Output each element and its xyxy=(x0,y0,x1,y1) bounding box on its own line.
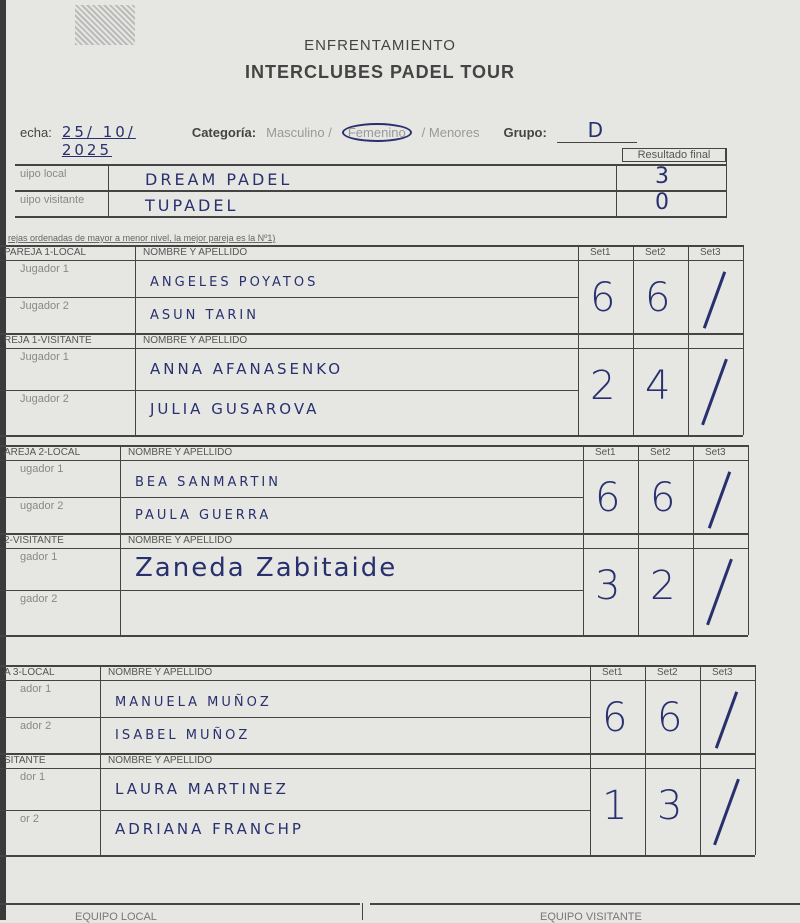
categoria-label: Categoría: xyxy=(191,125,257,140)
form-subtitle: INTERCLUBES PADEL TOUR xyxy=(244,62,516,82)
fecha-label: echa: xyxy=(20,125,52,140)
visitor-pair-label: 2-VISITANTE xyxy=(4,535,64,546)
visitor-set3-empty-mark xyxy=(706,558,733,626)
player1-label: Jugador 1 xyxy=(20,351,69,363)
player2-label: ugador 2 xyxy=(20,500,64,512)
name-column-header: NOMBRE Y APELLIDO xyxy=(143,247,248,258)
local-player-1: BEA SANMARTIN xyxy=(135,475,281,490)
player1-label: Jugador 1 xyxy=(20,263,69,275)
form-title: ENFRENTAMIENTO xyxy=(304,37,456,54)
name-column-header: NOMBRE Y APELLIDO xyxy=(143,335,248,346)
visitor-set2-score: 2 xyxy=(650,563,676,609)
local-set3-empty-mark xyxy=(702,271,727,329)
grupo-label: Grupo: xyxy=(503,125,547,140)
player2-label: or 2 xyxy=(20,813,39,825)
set3-header: Set3 xyxy=(705,447,726,458)
local-set2-score: 6 xyxy=(645,275,671,321)
name-column-header: NOMBRE Y APELLIDO xyxy=(128,535,233,546)
local-set3-empty-mark xyxy=(714,691,739,749)
visitor-team-label: uipo visitante xyxy=(20,194,85,206)
local-player-2: ISABEL MUÑOZ xyxy=(115,728,251,743)
set1-header: Set1 xyxy=(595,447,616,458)
grupo-value: D xyxy=(556,118,637,143)
fecha-value: 25/ 10/ 2025 xyxy=(61,123,136,159)
info-row: echa: 25/ 10/ 2025 Categoría: Masculino … xyxy=(20,118,637,159)
visitor-pair-label: REJA 1-VISITANTE xyxy=(4,335,92,346)
player1-label: dor 1 xyxy=(20,771,46,783)
set2-header: Set2 xyxy=(645,247,666,258)
local-player-1: MANUELA MUÑOZ xyxy=(115,695,272,710)
local-pair-label: PAREJA 1-LOCAL xyxy=(4,247,87,258)
local-pair-label: A 3-LOCAL xyxy=(4,667,55,678)
set3-header: Set3 xyxy=(700,247,721,258)
local-player-2: ASUN TARIN xyxy=(150,308,259,323)
local-set1-score: 6 xyxy=(590,275,616,321)
player1-label: ador 1 xyxy=(20,683,52,695)
visitor-set1-score: 3 xyxy=(595,563,621,609)
local-player-2: PAULA GUERRA xyxy=(135,508,272,523)
set1-header: Set1 xyxy=(590,247,611,258)
visitor-pair-label: SITANTE xyxy=(4,755,46,766)
local-set1-score: 6 xyxy=(602,695,628,741)
set2-header: Set2 xyxy=(657,667,678,678)
visitor-set3-empty-mark xyxy=(701,358,728,426)
logo xyxy=(75,5,135,45)
player2-label: gador 2 xyxy=(20,593,58,605)
player2-label: ador 2 xyxy=(20,720,52,732)
set1-header: Set1 xyxy=(602,667,623,678)
local-set3-empty-mark xyxy=(707,471,732,529)
set2-header: Set2 xyxy=(650,447,671,458)
visitor-set2-score: 4 xyxy=(645,363,671,409)
name-column-header: NOMBRE Y APELLIDO xyxy=(108,667,213,678)
local-team-label: uipo local xyxy=(20,168,67,180)
visitor-player-2: ADRIANA FRANCHP xyxy=(115,820,304,838)
local-player-1: ANGELES POYATOS xyxy=(150,275,319,290)
set3-header: Set3 xyxy=(712,667,733,678)
footer-local: EQUIPO LOCAL xyxy=(75,911,157,923)
local-pair-label: AREJA 2-LOCAL xyxy=(4,447,81,458)
local-set2-score: 6 xyxy=(650,475,676,521)
category-menores: / Menores xyxy=(421,125,480,140)
visitor-set3-empty-mark xyxy=(713,778,740,846)
visitor-score: 0 xyxy=(655,190,672,215)
ordering-note: rejas ordenadas de mayor a menor nivel, … xyxy=(8,233,276,243)
visitor-player-1: Zaneda Zabitaide xyxy=(135,553,398,583)
category-femenino: Femenino xyxy=(341,123,412,142)
visitor-set2-score: 3 xyxy=(657,783,683,829)
visitor-set1-score: 2 xyxy=(590,363,616,409)
local-score: 3 xyxy=(655,164,672,189)
visitor-player-1: ANNA AFANASENKO xyxy=(150,360,344,378)
visitor-player-2: JULIA GUSAROVA xyxy=(150,400,320,418)
visitor-set1-score: 1 xyxy=(602,783,628,829)
name-column-header: NOMBRE Y APELLIDO xyxy=(128,447,233,458)
local-team-name: DREAM PADEL xyxy=(145,170,293,189)
results-header: Resultado final xyxy=(622,148,726,162)
local-set2-score: 6 xyxy=(657,695,683,741)
local-set1-score: 6 xyxy=(595,475,621,521)
category-masculino: Masculino / xyxy=(266,125,332,140)
player1-label: ugador 1 xyxy=(20,463,64,475)
footer-visitor: EQUIPO VISITANTE xyxy=(540,911,642,923)
visitor-player-1: LAURA MARTINEZ xyxy=(115,780,289,798)
visitor-team-name: TUPADEL xyxy=(145,196,239,215)
player2-label: Jugador 2 xyxy=(20,393,69,405)
name-column-header: NOMBRE Y APELLIDO xyxy=(108,755,213,766)
player1-label: gador 1 xyxy=(20,551,58,563)
player2-label: Jugador 2 xyxy=(20,300,69,312)
